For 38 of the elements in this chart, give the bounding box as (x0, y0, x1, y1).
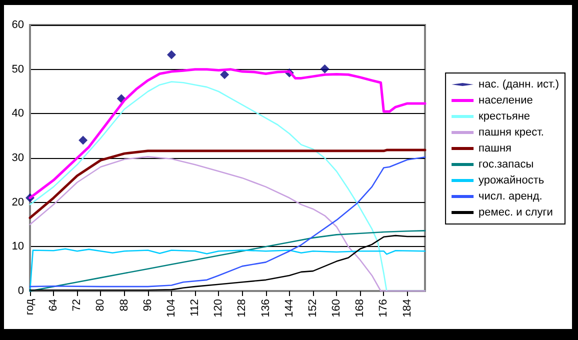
x-tick-label: 160 (330, 299, 343, 318)
x-tick-label: 152 (306, 299, 319, 318)
x-tick-label: 128 (236, 299, 248, 318)
y-tick-label: 50 (12, 63, 24, 76)
legend-label: ремес. и слуги (478, 206, 553, 218)
y-tick-label: 20 (12, 196, 24, 208)
x-tick-label: 88 (118, 299, 130, 312)
x-tick-label: 72 (71, 299, 84, 312)
x-tick-label: 96 (142, 299, 154, 312)
x-tick-label: 144 (283, 299, 296, 318)
x-tick-label: 104 (165, 299, 178, 318)
legend-label: числ. аренд. (478, 190, 542, 202)
legend-label: нас. (данн. ист.) (478, 78, 560, 90)
x-tick-label: 120 (212, 299, 225, 318)
x-tick-label: 112 (189, 299, 202, 317)
legend-label: урожайность (478, 174, 544, 186)
legend-label: население (478, 94, 533, 106)
y-tick-label: 30 (12, 152, 24, 164)
point (320, 64, 330, 74)
legend-label: пашня (478, 142, 512, 154)
y-tick-label: 10 (12, 240, 24, 253)
x-tick-label: 184 (401, 299, 414, 318)
y-tick-label: 40 (12, 108, 24, 120)
point (166, 50, 176, 60)
y-tick-label: 0 (18, 285, 24, 297)
x-tick-label: год (24, 298, 36, 316)
legend-label: пашня крест. (478, 126, 544, 138)
point (220, 70, 230, 80)
line-series (28, 148, 426, 220)
x-tick-label: 168 (354, 299, 366, 318)
x-tick-label: 136 (260, 299, 272, 318)
point (78, 136, 88, 145)
legend-label: крестьяне (478, 110, 530, 122)
legend-label: гос.запасы (478, 158, 534, 170)
y-tick-label: 60 (12, 19, 24, 31)
x-tick-label: 64 (48, 299, 60, 312)
x-tick-label: 80 (94, 299, 107, 312)
x-tick-label: 176 (378, 299, 390, 318)
